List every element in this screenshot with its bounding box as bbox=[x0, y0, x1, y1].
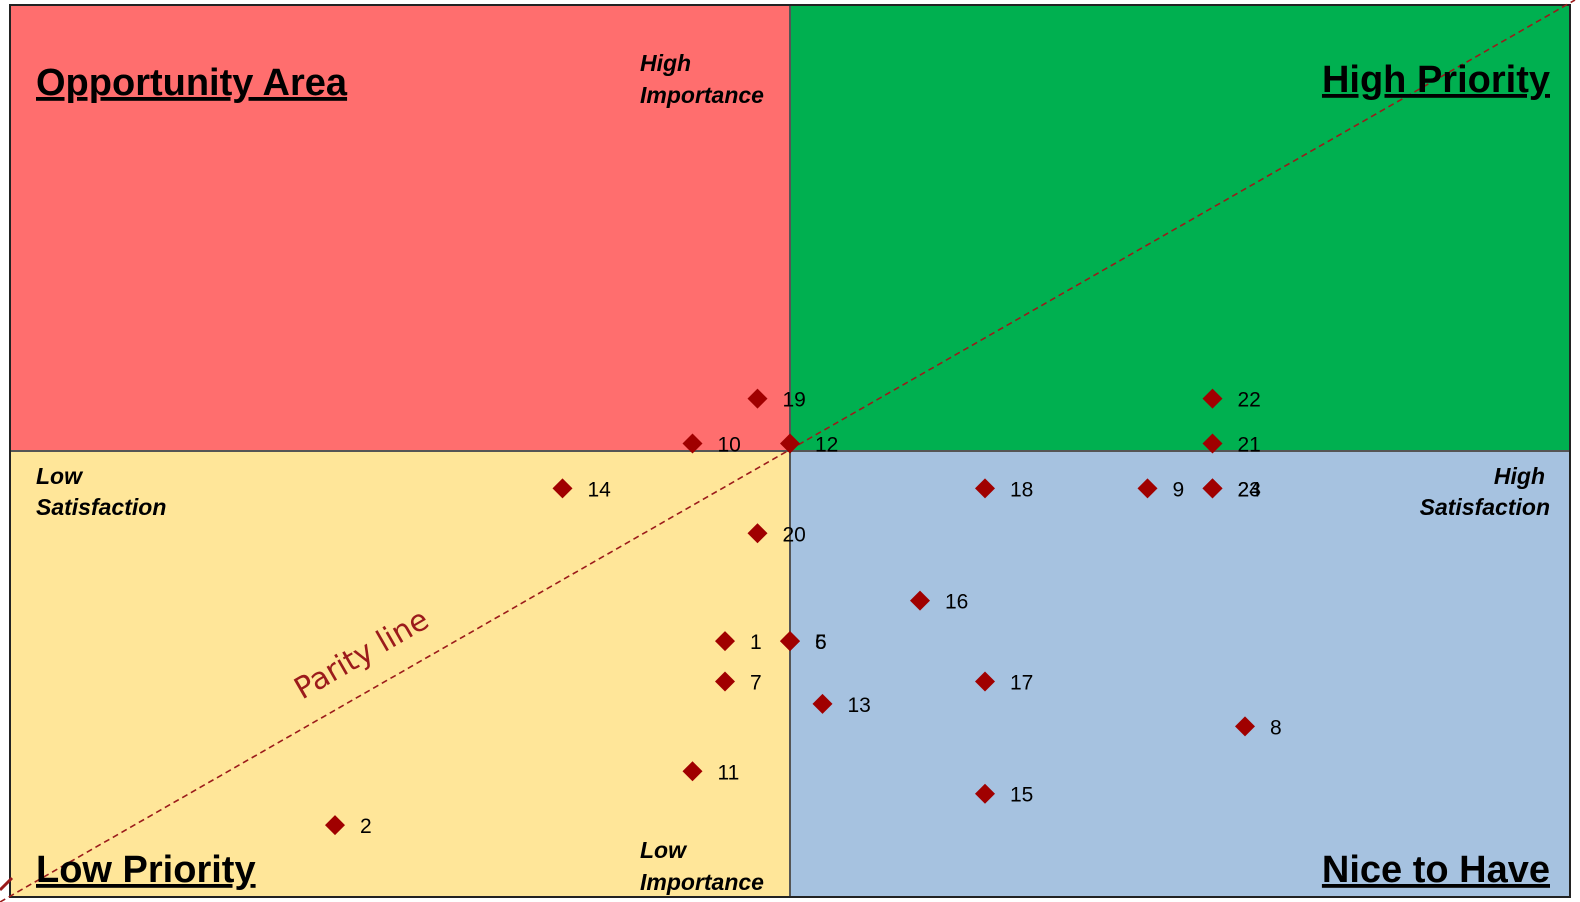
point-label-18: 18 bbox=[1010, 478, 1033, 501]
point-label-13: 13 bbox=[848, 694, 871, 717]
quadrant-opportunity-area bbox=[10, 5, 790, 451]
point-label-15: 15 bbox=[1010, 784, 1033, 807]
point-marker-1 bbox=[715, 631, 735, 652]
point-label-8: 8 bbox=[1270, 716, 1282, 739]
point-marker-20 bbox=[747, 523, 768, 544]
title-opportunity-area: Opportunity Area bbox=[36, 62, 348, 104]
label-high-satisfaction-line2: Satisfaction bbox=[1420, 494, 1550, 520]
point-marker-10 bbox=[682, 433, 703, 454]
point-label-10: 10 bbox=[718, 434, 741, 457]
point-marker-15 bbox=[975, 783, 995, 804]
point-label-24: 24 bbox=[1238, 478, 1262, 501]
point-label-7: 7 bbox=[750, 671, 762, 694]
quadrant-nice-to-have bbox=[790, 451, 1570, 897]
point-marker-18 bbox=[975, 478, 995, 499]
label-low-importance-line1: Low bbox=[640, 837, 688, 863]
point-label-6: 6 bbox=[815, 631, 827, 654]
point-marker-6 bbox=[780, 631, 800, 652]
point-marker-19 bbox=[747, 388, 768, 409]
point-marker-16 bbox=[910, 590, 930, 611]
label-low-satisfaction-line2: Satisfaction bbox=[36, 494, 166, 520]
label-high-importance-line2: Importance bbox=[640, 82, 764, 108]
title-nice-to-have: Nice to Have bbox=[1322, 849, 1550, 891]
label-low-importance-line2: Importance bbox=[640, 869, 764, 895]
point-label-20: 20 bbox=[783, 523, 806, 546]
point-label-12: 12 bbox=[815, 434, 838, 457]
point-label-23: 23 bbox=[1238, 478, 1261, 501]
point-marker-9 bbox=[1137, 478, 1158, 499]
point-label-14: 14 bbox=[588, 478, 612, 501]
point-marker-17 bbox=[975, 671, 995, 692]
point-marker-21 bbox=[1202, 433, 1223, 454]
point-label-2: 2 bbox=[360, 815, 372, 838]
point-label-11: 11 bbox=[718, 761, 740, 784]
point-marker-12 bbox=[780, 433, 800, 454]
label-low-satisfaction-line1: Low bbox=[36, 463, 84, 489]
quadrant-high-priority bbox=[790, 5, 1570, 451]
point-marker-14 bbox=[552, 478, 573, 499]
point-marker-2 bbox=[325, 815, 345, 836]
point-marker-22 bbox=[1202, 388, 1223, 409]
point-label-17: 17 bbox=[1010, 671, 1033, 694]
point-marker-24 bbox=[1202, 478, 1223, 499]
point-marker-7 bbox=[715, 671, 735, 692]
chart-border bbox=[9, 4, 1571, 898]
point-label-1: 1 bbox=[750, 631, 762, 654]
point-label-5: 5 bbox=[815, 631, 827, 654]
point-label-9: 9 bbox=[1173, 478, 1185, 501]
label-high-satisfaction-line1: High bbox=[1494, 463, 1545, 489]
point-label-22: 22 bbox=[1238, 389, 1261, 412]
point-marker-11 bbox=[682, 761, 703, 782]
point-label-16: 16 bbox=[945, 591, 968, 614]
parity-line-tail bbox=[0, 876, 14, 892]
point-label-21: 21 bbox=[1238, 434, 1261, 457]
point-marker-8 bbox=[1235, 716, 1255, 737]
label-high-importance-line1: High bbox=[640, 50, 691, 76]
title-low-priority: Low Priority bbox=[36, 849, 256, 891]
point-label-19: 19 bbox=[783, 389, 806, 412]
title-high-priority: High Priority bbox=[1322, 59, 1550, 101]
point-marker-13 bbox=[812, 693, 833, 714]
